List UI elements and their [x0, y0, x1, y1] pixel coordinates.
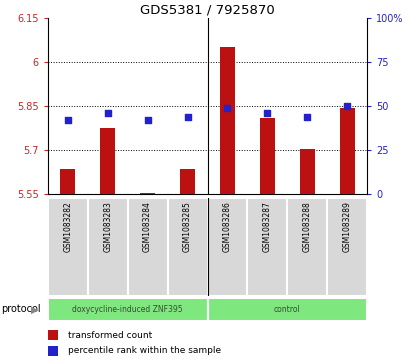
Bar [48, 330, 58, 340]
Bar [327, 198, 367, 296]
Bar [247, 198, 287, 296]
Text: protocol: protocol [1, 305, 40, 314]
Point [104, 110, 111, 116]
Title: GDS5381 / 7925870: GDS5381 / 7925870 [140, 4, 275, 17]
Text: GSM1083287: GSM1083287 [263, 201, 272, 252]
Text: GSM1083289: GSM1083289 [343, 201, 352, 252]
Point [304, 114, 311, 120]
Bar [48, 346, 58, 356]
Bar [100, 128, 115, 194]
Bar [300, 149, 315, 194]
Text: doxycycline-induced ZNF395: doxycycline-induced ZNF395 [72, 305, 183, 314]
Bar [140, 193, 155, 194]
Text: GSM1083286: GSM1083286 [223, 201, 232, 252]
Bar [48, 298, 208, 321]
Bar [287, 198, 327, 296]
Bar [208, 198, 247, 296]
Bar [128, 198, 168, 296]
Bar [340, 108, 355, 194]
Text: ▶: ▶ [31, 305, 38, 314]
Text: GSM1083284: GSM1083284 [143, 201, 152, 252]
Bar [260, 118, 275, 194]
Bar [48, 198, 88, 296]
Point [64, 117, 71, 123]
Text: percentile rank within the sample: percentile rank within the sample [68, 346, 222, 355]
Text: control: control [274, 305, 301, 314]
Point [264, 110, 271, 116]
Text: GSM1083288: GSM1083288 [303, 201, 312, 252]
Bar [168, 198, 208, 296]
Text: GSM1083282: GSM1083282 [63, 201, 72, 252]
Point [344, 103, 351, 109]
Point [184, 114, 191, 120]
Point [224, 105, 231, 111]
Bar [208, 298, 367, 321]
Text: GSM1083283: GSM1083283 [103, 201, 112, 252]
Point [144, 117, 151, 123]
Text: transformed count: transformed count [68, 331, 153, 340]
Bar [88, 198, 128, 296]
Bar [60, 169, 75, 194]
Bar [220, 48, 235, 194]
Bar [180, 169, 195, 194]
Text: GSM1083285: GSM1083285 [183, 201, 192, 252]
